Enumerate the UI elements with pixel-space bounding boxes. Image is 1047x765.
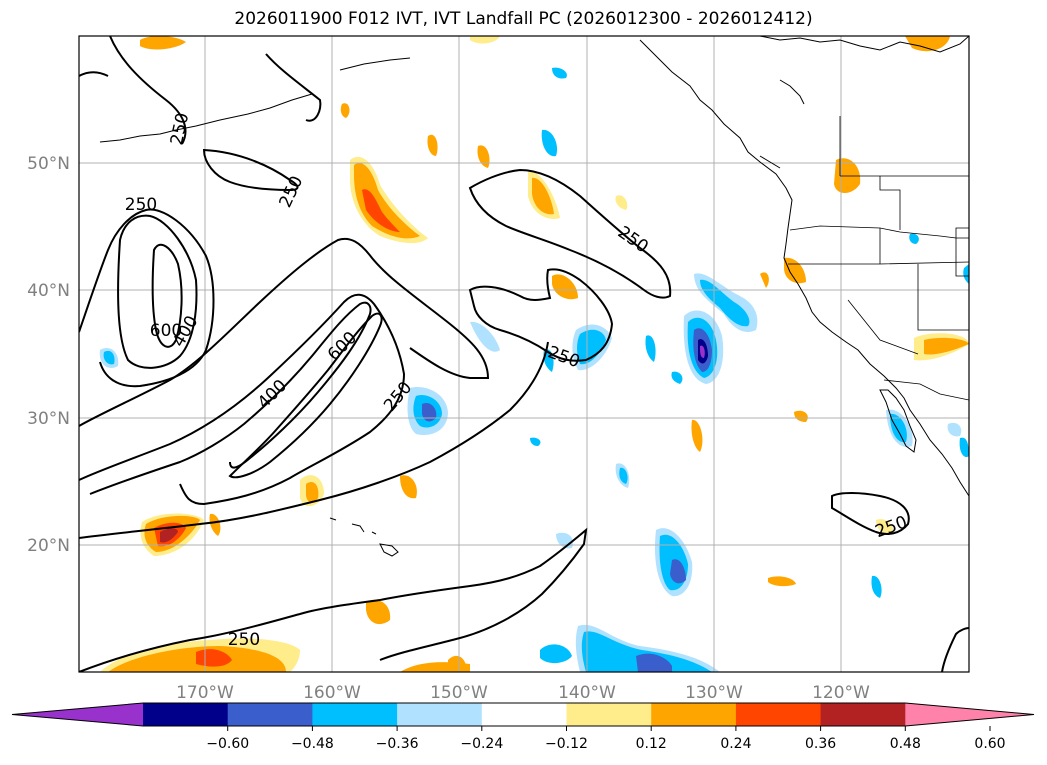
colorbar-segment [227,703,313,726]
lon-tick-label: 160°W [303,683,361,703]
colorbar-tick-label: −0.60 [206,736,249,752]
graticule [79,36,969,672]
contour-label-250: 250 [873,512,910,542]
positive-pc-area [794,410,808,422]
negative-pc-area [671,371,683,384]
negative-pc-area [556,532,573,549]
contour-label-250: 250 [125,195,157,215]
positive-pc-area [350,156,428,244]
lon-tick-label: 130°W [685,683,743,703]
negative-pc-area [909,233,919,244]
negative-pc-area [670,559,686,584]
pc-shading [99,36,969,672]
negative-pc-area [959,437,969,458]
colorbar-segment [312,703,398,726]
positive-pc-area [905,36,950,52]
colorbar-extend-min [12,703,143,726]
negative-pc-area [963,264,969,284]
positive-pc-area [340,103,350,118]
colorbar: −0.60 −0.48 −0.36 −0.24 −0.12 0.12 0.24 0.36 0.4… [11,702,1035,752]
lon-tick-label: 120°W [812,683,870,703]
colorbar-tick-label: 0.12 [636,736,667,752]
colorbar-tick-label: −0.12 [545,736,588,752]
positive-pc-area [306,481,319,503]
positive-pc-area [477,145,490,168]
colorbar-segment [566,703,652,726]
colorbar-tick-label: −0.24 [460,736,503,752]
negative-pc-area [422,402,437,422]
positive-pc-area [366,599,391,625]
colorbar-tick-label: 0.48 [890,736,921,752]
lon-tick-labels: 170°W 160°W 150°W 140°W 130°W 120°W [176,683,870,703]
colorbar-tick-label: 0.60 [974,736,1005,752]
positive-pc-area [532,177,554,215]
colorbar-tick-label: 0.24 [720,736,751,752]
contour-label-250: 250 [276,173,308,211]
negative-pc-area [470,321,500,352]
negative-pc-area [947,422,962,437]
lon-tick-label: 150°W [430,683,488,703]
negative-pc-area [577,329,606,365]
negative-pc-area [540,644,572,664]
contour-label-400: 400 [254,376,291,413]
ivt-contours [79,36,969,672]
negative-pc-area [700,345,705,358]
negative-pc-area [103,350,115,365]
negative-pc-area [581,631,712,672]
negative-pc-area [645,335,656,362]
colorbar-extend-max [905,703,1034,726]
positive-pc-area [160,528,178,543]
negative-pc-area [619,467,628,484]
lat-tick-label: 30°N [27,409,70,429]
plot-frame [78,35,970,673]
negative-pc-area [552,67,567,79]
lat-tick-label: 40°N [27,281,70,301]
positive-pc-area [876,519,893,535]
coastlines [99,36,969,557]
negative-pc-area [530,437,541,446]
positive-pc-area [552,274,578,300]
colorbar-tick-label: −0.48 [291,736,334,752]
positive-pc-area [760,272,769,288]
negative-pc-area [871,575,882,598]
colorbar-segment [651,703,737,726]
colorbar-segment [735,703,822,726]
lat-tick-label: 20°N [27,536,70,556]
lat-tick-labels: 20°N 30°N 40°N 50°N [27,154,70,556]
positive-pc-area [400,475,417,499]
negative-pc-area [541,129,558,157]
colorbar-tick-label: 0.36 [805,736,836,752]
colorbar-segment [481,703,567,726]
lat-tick-label: 50°N [27,154,70,174]
positive-pc-area [615,195,628,210]
positive-pc-area [140,36,186,50]
contour-label-600: 600 [150,321,182,341]
contour-labels: 250 250 250 250 250 250 250 400 400 600 … [125,111,910,650]
colorbar-outline [11,702,1035,727]
colorbar-tick-label: −0.36 [376,736,419,752]
country-borders [788,116,969,401]
lon-tick-label: 140°W [558,683,616,703]
contour-label-250: 250 [228,630,260,650]
positive-pc-area [768,576,796,587]
positive-pc-area [691,419,703,452]
colorbar-segment [820,703,906,726]
lon-tick-label: 170°W [176,683,234,703]
map-title: 2026011900 F012 IVT, IVT Landfall PC (20… [234,9,813,29]
negative-pc-area [700,279,750,327]
positive-pc-area [209,513,221,536]
negative-pc-area [890,413,907,443]
colorbar-segment [143,703,229,726]
positive-pc-area [448,655,467,672]
positive-pc-area [427,134,438,156]
positive-pc-area [470,36,500,44]
positive-pc-area [924,337,969,355]
contour-label-250: 250 [167,111,193,147]
negative-pc-area [636,653,672,672]
colorbar-segment [397,703,483,726]
